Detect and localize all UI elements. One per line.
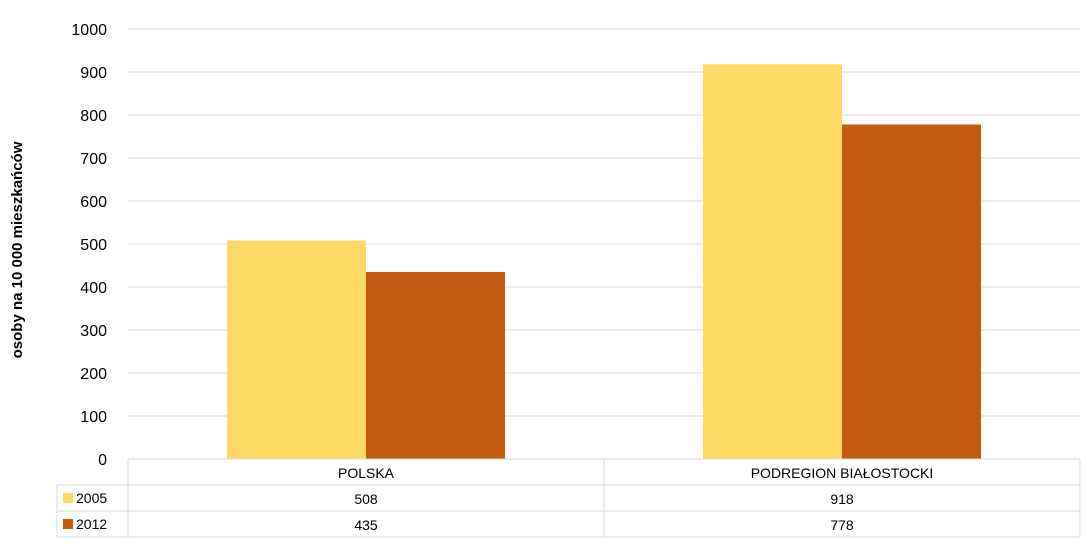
y-tick-label: 100: [80, 409, 107, 426]
y-tick-label: 1000: [71, 22, 107, 39]
bar-2012: [842, 124, 981, 460]
bar-2005: [227, 240, 366, 459]
x-category-label: POLSKA: [338, 465, 395, 481]
bar-2012: [366, 271, 505, 459]
data-value-label: 508: [354, 491, 378, 507]
y-tick-label: 800: [80, 108, 107, 125]
data-value-label: 778: [830, 517, 854, 533]
data-value-label: 435: [354, 517, 378, 533]
data-value-label: 918: [830, 491, 854, 507]
legend-swatch-2012: [63, 519, 73, 529]
y-axis-label: osoby na 10 000 mieszkańców: [9, 141, 26, 358]
y-tick-label: 700: [80, 151, 107, 168]
y-tick-label: 600: [80, 194, 107, 211]
y-tick-label: 900: [80, 65, 107, 82]
y-tick-label: 500: [80, 237, 107, 254]
bars: [227, 64, 981, 460]
legend-label: 2012: [76, 516, 107, 532]
y-axis-ticks: 0 100 200 300 400 500 600 700 800 900 1000: [71, 22, 107, 469]
y-tick-label: 200: [80, 366, 107, 383]
bar-2005: [703, 64, 842, 459]
y-tick-label: 0: [98, 452, 107, 469]
legend-label: 2005: [76, 490, 107, 506]
legend-swatch-2005: [63, 493, 73, 503]
y-tick-label: 400: [80, 280, 107, 297]
data-table: POLSKA PODREGION BIAŁOSTOCKI 2005 508 918 201…: [56, 458, 1081, 538]
x-category-label: PODREGION BIAŁOSTOCKI: [751, 465, 934, 481]
y-tick-label: 300: [80, 323, 107, 340]
